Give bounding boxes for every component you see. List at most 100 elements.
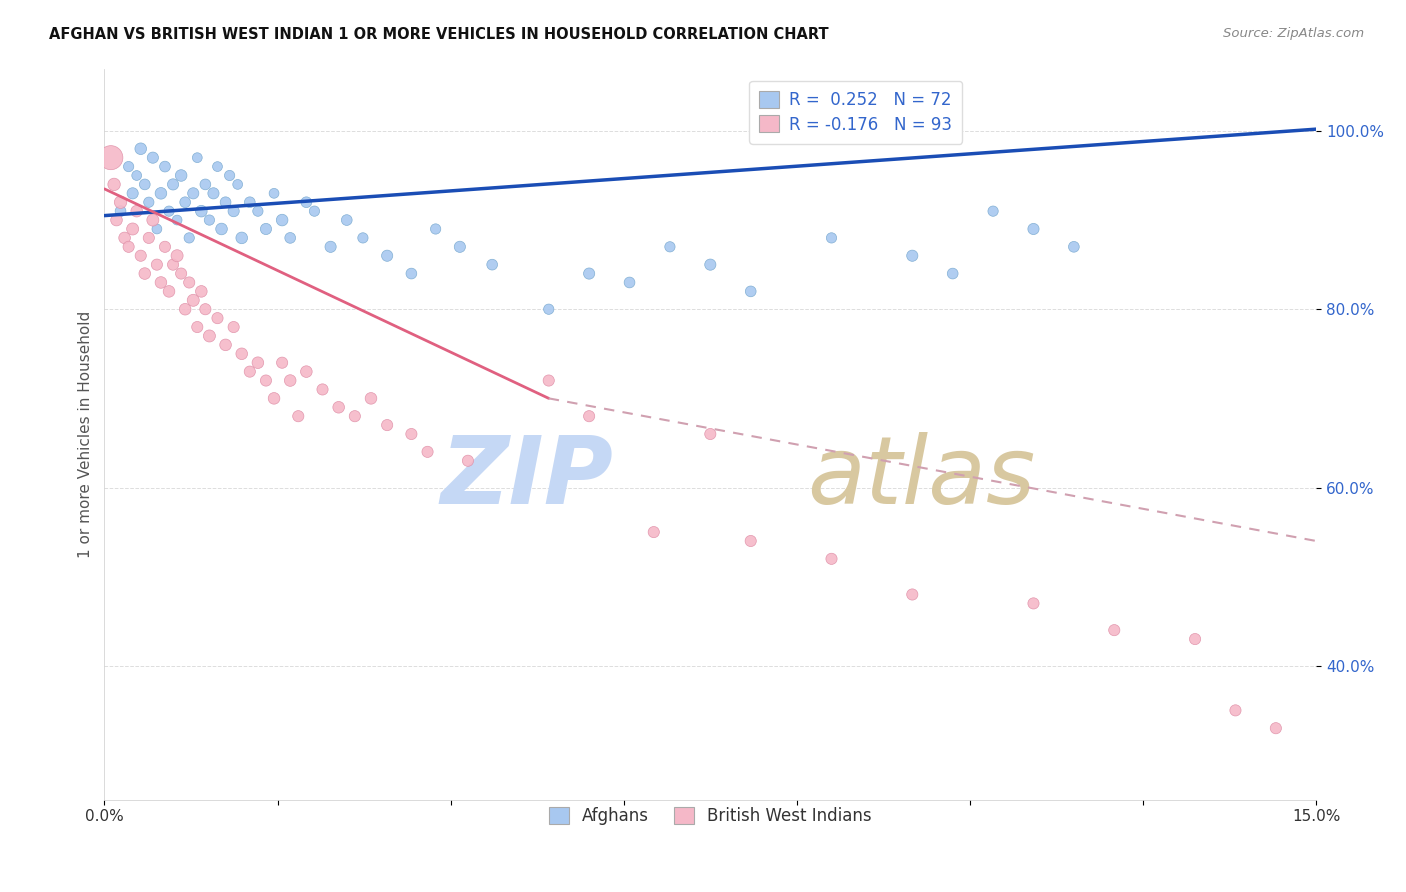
Point bbox=[1184, 632, 1206, 646]
Point bbox=[198, 213, 221, 227]
Point bbox=[375, 418, 398, 433]
Point bbox=[181, 293, 204, 308]
Point bbox=[699, 427, 721, 442]
Point bbox=[121, 222, 143, 236]
Point bbox=[311, 383, 333, 397]
Point bbox=[134, 178, 156, 192]
Point bbox=[170, 267, 193, 281]
Point bbox=[166, 213, 188, 227]
Point bbox=[157, 285, 180, 299]
Point bbox=[179, 276, 201, 290]
Point bbox=[278, 231, 301, 245]
Point bbox=[142, 213, 165, 227]
Point bbox=[110, 204, 132, 219]
Point bbox=[295, 195, 318, 210]
Text: atlas: atlas bbox=[807, 433, 1035, 524]
Point bbox=[328, 401, 350, 415]
Point bbox=[263, 186, 285, 201]
Point bbox=[194, 178, 217, 192]
Point bbox=[138, 231, 160, 245]
Point bbox=[254, 222, 277, 236]
Point bbox=[174, 195, 197, 210]
Point bbox=[658, 240, 681, 254]
Point bbox=[207, 160, 229, 174]
Legend: Afghans, British West Indians: Afghans, British West Indians bbox=[538, 797, 882, 835]
Point bbox=[425, 222, 447, 236]
Point bbox=[110, 195, 132, 210]
Point bbox=[170, 169, 193, 183]
Point bbox=[304, 204, 326, 219]
Point bbox=[222, 204, 245, 219]
Point bbox=[449, 240, 471, 254]
Point bbox=[190, 204, 212, 219]
Point bbox=[578, 409, 600, 424]
Point bbox=[740, 285, 762, 299]
Point bbox=[146, 258, 169, 272]
Point bbox=[153, 160, 176, 174]
Point bbox=[319, 240, 342, 254]
Point bbox=[699, 258, 721, 272]
Text: AFGHAN VS BRITISH WEST INDIAN 1 OR MORE VEHICLES IN HOUSEHOLD CORRELATION CHART: AFGHAN VS BRITISH WEST INDIAN 1 OR MORE … bbox=[49, 27, 828, 42]
Text: Source: ZipAtlas.com: Source: ZipAtlas.com bbox=[1223, 27, 1364, 40]
Point bbox=[263, 392, 285, 406]
Point bbox=[105, 213, 128, 227]
Point bbox=[271, 356, 294, 370]
Point bbox=[481, 258, 503, 272]
Point bbox=[226, 178, 249, 192]
Point bbox=[401, 427, 423, 442]
Point bbox=[1063, 240, 1085, 254]
Point bbox=[1264, 721, 1286, 735]
Point bbox=[190, 285, 212, 299]
Point bbox=[231, 347, 253, 361]
Point bbox=[222, 320, 245, 334]
Point bbox=[278, 374, 301, 388]
Point bbox=[157, 204, 180, 219]
Point bbox=[578, 267, 600, 281]
Y-axis label: 1 or more Vehicles in Household: 1 or more Vehicles in Household bbox=[79, 310, 93, 558]
Point bbox=[1022, 222, 1045, 236]
Point bbox=[166, 249, 188, 263]
Point bbox=[820, 231, 842, 245]
Point bbox=[198, 329, 221, 343]
Point bbox=[211, 222, 233, 236]
Point bbox=[537, 374, 560, 388]
Point bbox=[1225, 703, 1247, 717]
Point bbox=[149, 276, 172, 290]
Point bbox=[138, 195, 160, 210]
Point bbox=[942, 267, 965, 281]
Point bbox=[271, 213, 294, 227]
Point bbox=[254, 374, 277, 388]
Point bbox=[352, 231, 374, 245]
Point bbox=[375, 249, 398, 263]
Point bbox=[343, 409, 366, 424]
Point bbox=[146, 222, 169, 236]
Point bbox=[231, 231, 253, 245]
Point bbox=[202, 186, 225, 201]
Point bbox=[129, 249, 152, 263]
Point bbox=[295, 365, 318, 379]
Point bbox=[179, 231, 201, 245]
Point bbox=[981, 204, 1004, 219]
Point bbox=[103, 178, 125, 192]
Point bbox=[901, 587, 924, 601]
Point bbox=[336, 213, 359, 227]
Point bbox=[121, 186, 143, 201]
Text: ZIP: ZIP bbox=[440, 432, 613, 524]
Point bbox=[416, 445, 439, 459]
Point bbox=[207, 311, 229, 326]
Point bbox=[117, 160, 139, 174]
Point bbox=[1022, 596, 1045, 610]
Point bbox=[100, 151, 122, 165]
Point bbox=[457, 454, 479, 468]
Point bbox=[174, 302, 197, 317]
Point bbox=[820, 551, 842, 566]
Point bbox=[125, 169, 148, 183]
Point bbox=[125, 204, 148, 219]
Point bbox=[117, 240, 139, 254]
Point bbox=[114, 231, 136, 245]
Point bbox=[162, 178, 184, 192]
Point bbox=[401, 267, 423, 281]
Point bbox=[901, 249, 924, 263]
Point bbox=[643, 525, 665, 540]
Point bbox=[537, 302, 560, 317]
